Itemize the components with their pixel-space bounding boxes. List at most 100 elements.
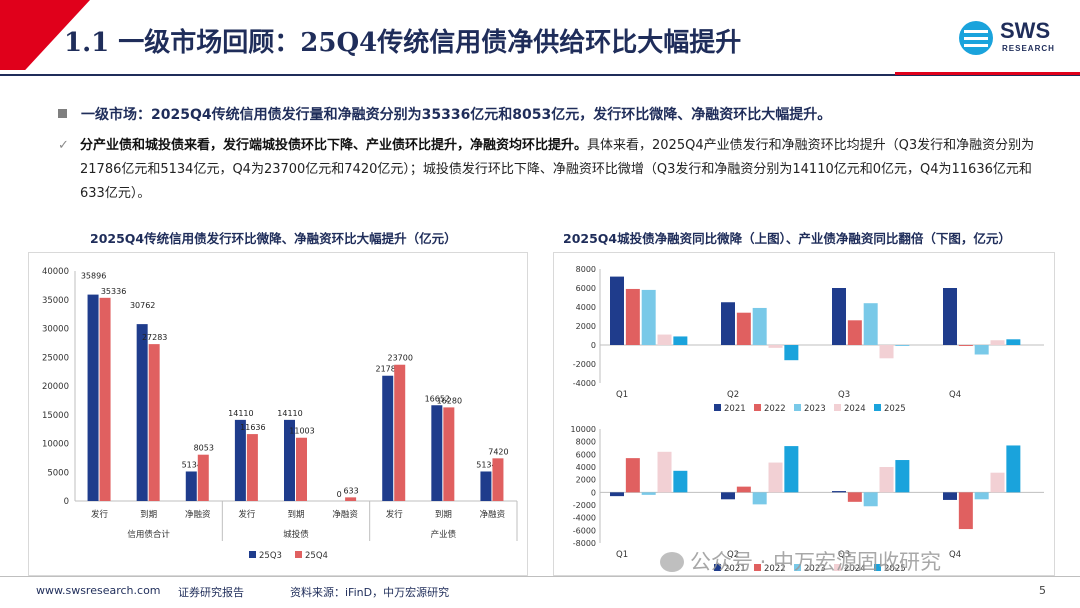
bar-25Q3 bbox=[234, 419, 246, 501]
y-tick-label: 10000 bbox=[42, 440, 69, 450]
bar-2025 bbox=[784, 345, 799, 361]
y-tick-label: -4000 bbox=[573, 514, 596, 523]
summary-bullet: 一级市场：2025Q4传统信用债发行量和净融资分别为35336亿元和8053亿元… bbox=[58, 104, 831, 124]
legend-swatch bbox=[714, 564, 721, 571]
bar-2021 bbox=[943, 492, 957, 500]
page-number: 5 bbox=[1039, 584, 1046, 597]
bar-25Q3 bbox=[431, 405, 443, 501]
bar-2025 bbox=[1006, 445, 1021, 493]
data-label: 16280 bbox=[437, 396, 462, 405]
logo: SWS RESEARCH bbox=[956, 18, 1056, 58]
bar-25Q3 bbox=[87, 294, 99, 501]
bar-2021 bbox=[610, 492, 624, 497]
x-tick-label: Q2 bbox=[727, 390, 739, 400]
legend-swatch bbox=[794, 564, 801, 571]
logo-text: SWS bbox=[1000, 18, 1051, 43]
y-tick-label: 8000 bbox=[576, 438, 596, 447]
logo-icon bbox=[959, 21, 993, 55]
y-tick-label: 25000 bbox=[42, 353, 69, 363]
logo-subtext: RESEARCH bbox=[1002, 44, 1055, 53]
page-title: 1.1 一级市场回顾：25Q4传统信用债净供给环比大幅提升 bbox=[64, 28, 742, 58]
x-tick-label: Q2 bbox=[727, 550, 739, 560]
data-label: 633 bbox=[343, 486, 358, 495]
paragraph-bold: 分产业债和城投债来看，发行端城投债环比下降、产业债环比提升，净融资均环比提升。 bbox=[80, 138, 588, 153]
summary-text: 一级市场：2025Q4传统信用债发行量和净融资分别为35336亿元和8053亿元… bbox=[81, 107, 832, 123]
data-label: 14110 bbox=[277, 409, 302, 418]
group-label: 信用债合计 bbox=[127, 529, 170, 540]
bar-2023 bbox=[974, 345, 989, 355]
y-tick-label: -6000 bbox=[573, 526, 596, 535]
right-chart-title: 2025Q4城投债净融资同比微降（上图）、产业债净融资同比翻倍（下图，亿元） bbox=[563, 231, 1011, 246]
bar-2023 bbox=[752, 307, 767, 345]
bar-2025 bbox=[673, 470, 688, 493]
y-tick-label: 35000 bbox=[42, 296, 69, 306]
bar-2022 bbox=[736, 486, 751, 493]
legend-label: 2023 bbox=[804, 404, 826, 414]
y-tick-label: 0 bbox=[591, 488, 596, 497]
bar-2022 bbox=[625, 458, 640, 493]
y-tick-label: 30000 bbox=[42, 325, 69, 335]
bar-2024 bbox=[657, 451, 672, 493]
footer-website[interactable]: www.swsresearch.com bbox=[36, 584, 161, 597]
bar-2025 bbox=[673, 336, 688, 345]
bar-2022 bbox=[625, 288, 640, 345]
bar-2025 bbox=[895, 345, 910, 346]
bar-25Q4 bbox=[197, 454, 209, 501]
left-chart-box: 0 5000 10000 15000 20000 25000 30000 35000 40000… bbox=[28, 252, 528, 576]
watermark: 公众号 · 中万宏源固收研究 bbox=[660, 546, 941, 576]
bar-2021 bbox=[832, 288, 846, 345]
legend-swatch bbox=[295, 551, 302, 558]
data-label: 11636 bbox=[240, 423, 265, 432]
title-bar: 1.1 一级市场回顾：25Q4传统信用债净供给环比大幅提升 SWS RESEAR… bbox=[0, 0, 1080, 76]
data-label: 35896 bbox=[81, 272, 106, 281]
y-tick-label: 6000 bbox=[576, 284, 596, 293]
bar-2022 bbox=[736, 312, 751, 345]
x-tick-label: Q3 bbox=[838, 390, 850, 400]
group-label: 产业债 bbox=[431, 529, 457, 540]
wechat-icon bbox=[660, 552, 684, 572]
legend-label: 2022 bbox=[764, 404, 786, 414]
bar-2021 bbox=[721, 302, 735, 345]
bar-25Q4 bbox=[99, 297, 111, 501]
bar-2024 bbox=[768, 462, 783, 493]
checkmark-icon: ✓ bbox=[58, 138, 69, 153]
bar-2022 bbox=[847, 492, 862, 502]
bar-2023 bbox=[641, 289, 656, 345]
bar-2022 bbox=[958, 345, 973, 346]
legend-label: 2025 bbox=[884, 564, 906, 574]
x-tick-label: 到期 bbox=[287, 510, 304, 520]
x-tick-label: 净融资 bbox=[480, 509, 506, 520]
x-tick-label: Q1 bbox=[616, 550, 628, 560]
bar-2023 bbox=[863, 492, 878, 507]
bar-2024 bbox=[990, 472, 1005, 493]
legend-swatch bbox=[834, 404, 841, 411]
data-label: 14110 bbox=[228, 409, 253, 418]
y-tick-label: 40000 bbox=[42, 267, 69, 277]
x-tick-label: 发行 bbox=[386, 509, 404, 520]
data-label: 0 bbox=[337, 490, 342, 499]
bar-25Q4 bbox=[345, 497, 357, 501]
y-tick-label: 2000 bbox=[576, 322, 596, 331]
data-label: 27283 bbox=[142, 333, 167, 342]
bar-2025 bbox=[784, 446, 799, 493]
y-tick-label: 0 bbox=[591, 341, 596, 350]
y-tick-label: 10000 bbox=[571, 425, 596, 434]
left-chart-title: 2025Q4传统信用债发行环比微降、净融资环比大幅提升（亿元） bbox=[90, 231, 457, 246]
data-label: 23700 bbox=[387, 354, 412, 363]
legend-label: 2024 bbox=[844, 564, 866, 574]
bar-25Q3 bbox=[284, 419, 295, 501]
bar-2022 bbox=[958, 492, 973, 530]
issuance-bar-chart: 0 5000 10000 15000 20000 25000 30000 35000 40000… bbox=[42, 267, 518, 561]
x-tick-label: 净融资 bbox=[185, 509, 211, 520]
bar-2025 bbox=[895, 460, 910, 493]
legend-label: 2024 bbox=[844, 404, 866, 414]
bar-2024 bbox=[879, 467, 894, 493]
footer-source: 资料来源：iFinD，中万宏源研究 bbox=[290, 586, 450, 599]
legend-swatch bbox=[874, 564, 881, 571]
square-bullet-icon bbox=[58, 109, 67, 118]
legend-label: 2021 bbox=[724, 564, 746, 574]
bar-25Q3 bbox=[136, 324, 148, 501]
data-label: 21786 bbox=[375, 365, 400, 374]
data-label: 7420 bbox=[488, 447, 508, 456]
x-tick-label: Q4 bbox=[949, 390, 961, 400]
